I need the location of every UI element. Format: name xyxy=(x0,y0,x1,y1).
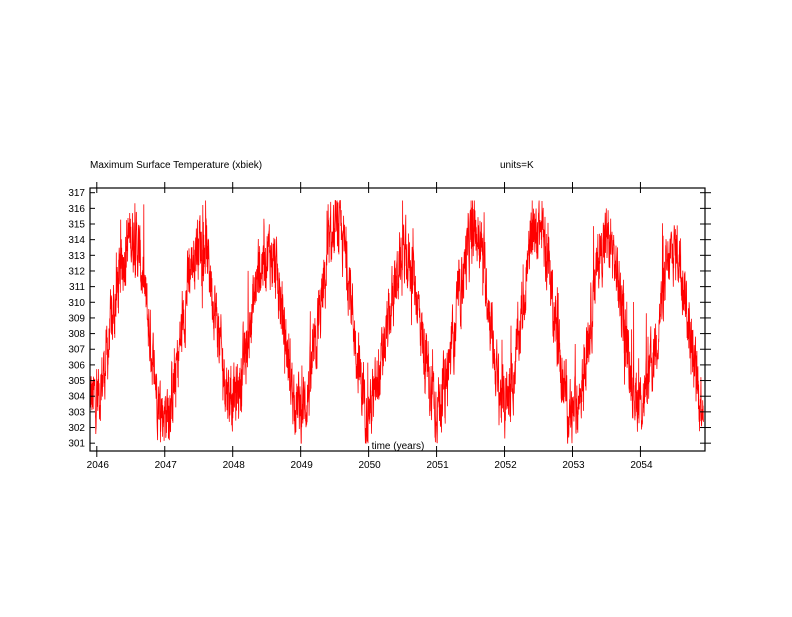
x-axis-ticks: 2046 2047 2048 2049 2050 2051 2052 2053 2054 xyxy=(87,182,653,471)
x-tick-label: 2048 xyxy=(223,460,246,471)
y-tick-label: 315 xyxy=(68,220,85,231)
x-tick-label: 2049 xyxy=(291,460,314,471)
x-tick-label: 2054 xyxy=(630,460,653,471)
units-label: units=K xyxy=(500,160,534,171)
y-tick-label: 306 xyxy=(68,360,85,371)
y-tick-label: 310 xyxy=(68,298,85,309)
x-tick-label: 2047 xyxy=(155,460,178,471)
y-tick-label: 311 xyxy=(69,282,85,293)
series-layer xyxy=(89,200,704,444)
y-axis-ticks: 301 302 303 304 305 306 307 308 309 310 311 312 313 3… xyxy=(68,188,711,450)
x-tick-label: 2050 xyxy=(358,460,381,471)
y-tick-label: 312 xyxy=(68,266,85,277)
y-tick-label: 317 xyxy=(68,188,85,199)
x-tick-label: 2046 xyxy=(87,460,110,471)
y-tick-label: 307 xyxy=(68,345,85,356)
x-tick-label: 2052 xyxy=(494,460,517,471)
y-tick-label: 302 xyxy=(68,423,85,434)
y-tick-label: 304 xyxy=(68,392,85,403)
x-tick-label: 2051 xyxy=(426,460,449,471)
y-tick-label: 313 xyxy=(68,251,85,262)
x-axis-label: time (years) xyxy=(372,441,425,452)
plot-frame xyxy=(89,187,706,452)
x-tick-label: 2053 xyxy=(562,460,585,471)
y-tick-label: 316 xyxy=(68,204,85,215)
chart-title: Maximum Surface Temperature (xbiek) xyxy=(90,160,262,171)
y-tick-label: 301 xyxy=(68,439,85,450)
y-tick-label: 309 xyxy=(68,313,85,324)
y-tick-label: 303 xyxy=(68,407,85,418)
y-tick-label: 308 xyxy=(68,329,85,340)
temperature-series-line xyxy=(89,200,704,444)
y-tick-label: 314 xyxy=(68,235,85,246)
y-tick-label: 305 xyxy=(68,376,85,387)
